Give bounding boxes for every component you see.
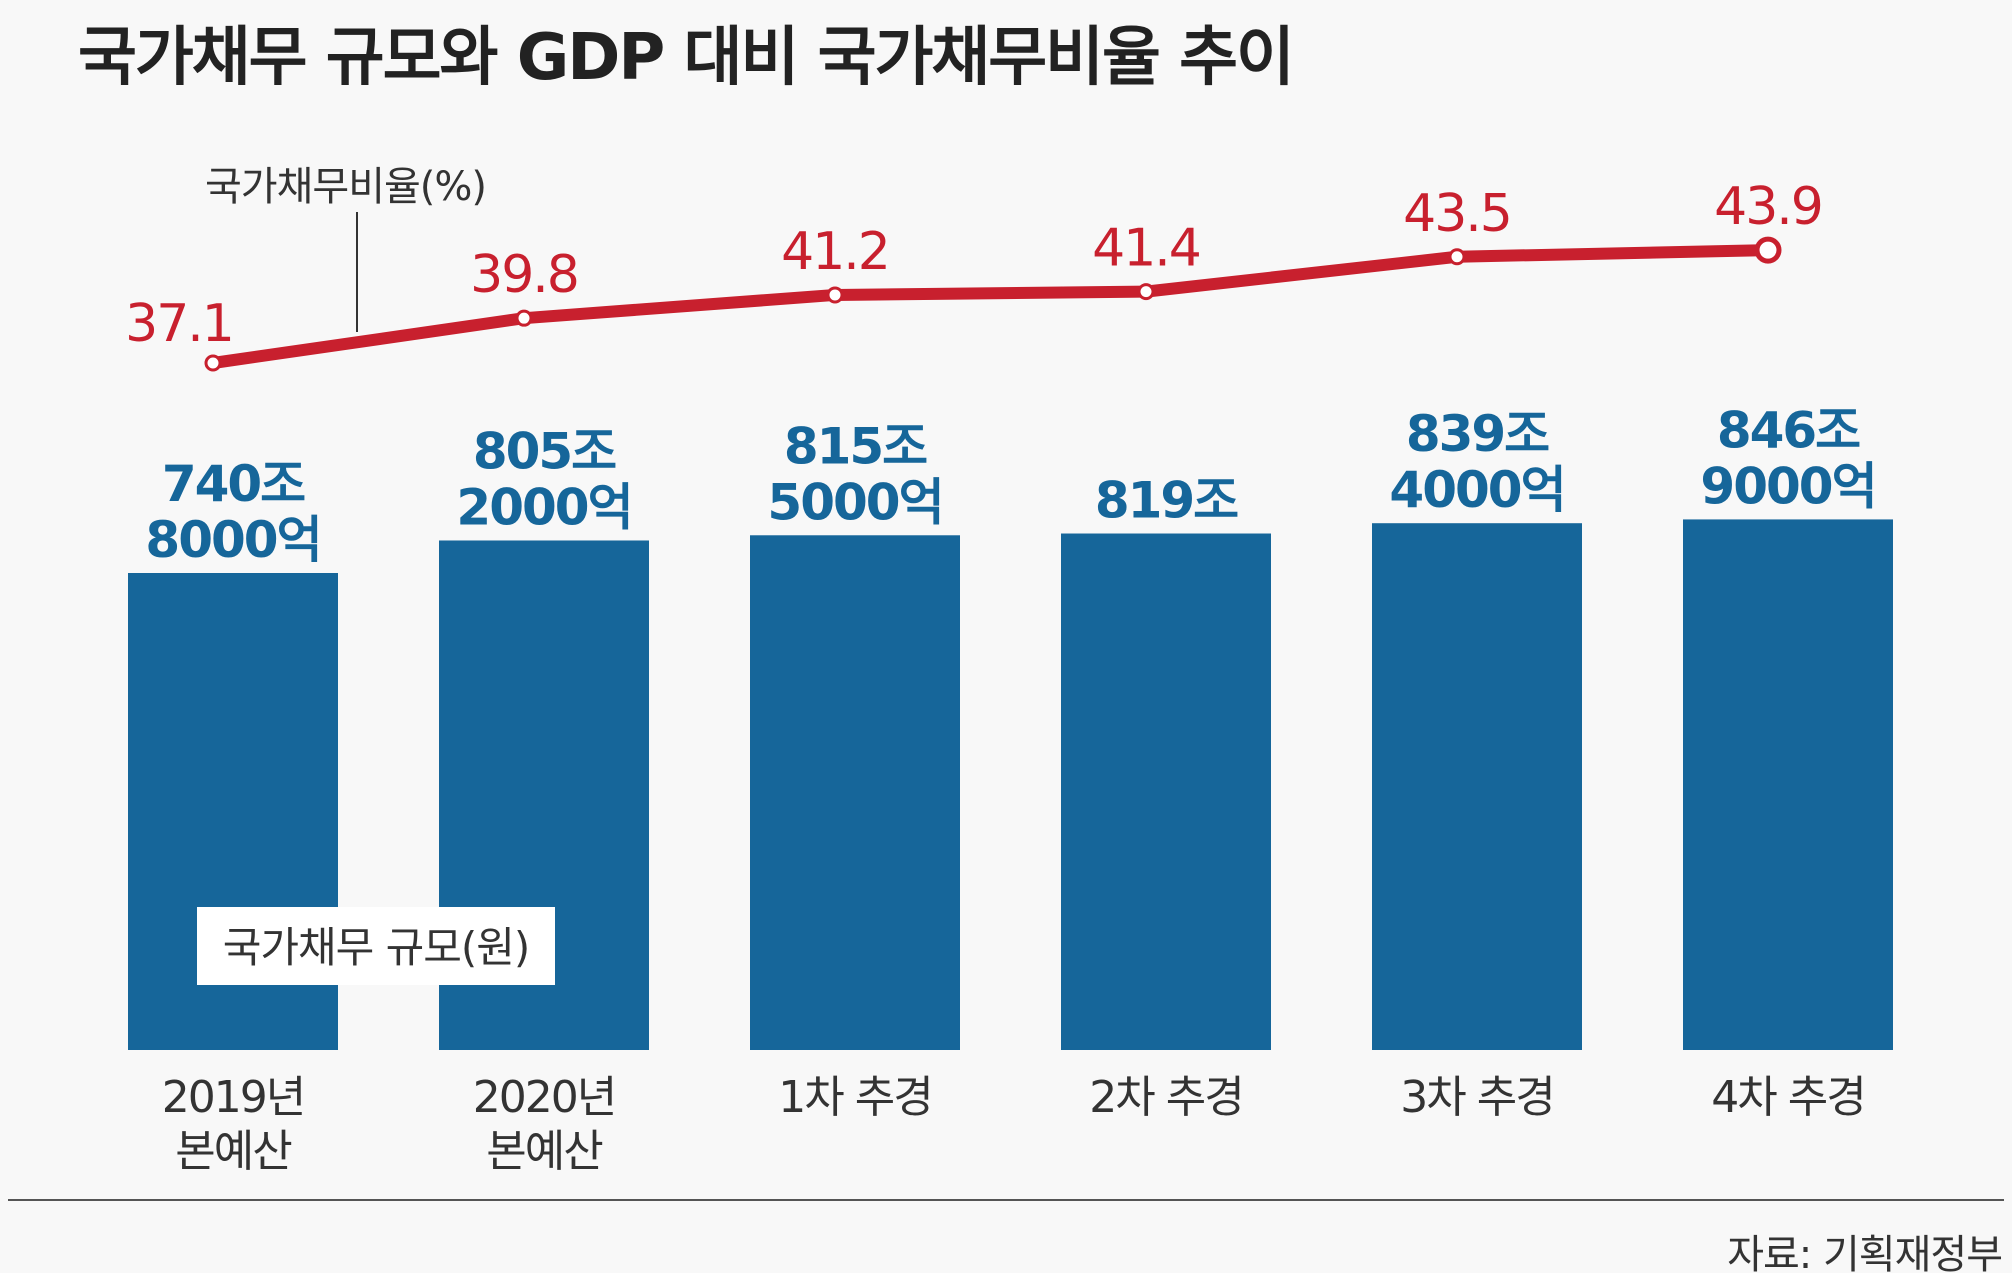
bar: [750, 535, 960, 1050]
bar-value-label: 815조: [784, 417, 927, 475]
rate-point: [204, 354, 222, 372]
bar-value-label: 9000억: [1700, 457, 1875, 515]
bar-value-label: 805조: [473, 422, 616, 480]
bar-legend: 국가채무 규모(원): [197, 907, 555, 985]
rate-value-label: 43.9: [1714, 177, 1822, 237]
bars-layer: [128, 519, 1893, 1050]
x-tick-label: 2차 추경: [1089, 1072, 1242, 1123]
line-layer: 37.1 39.8 41.2 41.4 43.5 43.9: [125, 177, 1824, 372]
x-tick-label: 2020년: [473, 1072, 615, 1123]
bar-value-label: 8000억: [145, 511, 320, 569]
x-tick-label: 본예산: [486, 1126, 602, 1177]
line-legend: 국가채무비율(%): [205, 164, 487, 332]
bar-value-label: 5000억: [767, 473, 942, 531]
x-tick-label: 3차 추경: [1400, 1072, 1553, 1123]
source-note: 자료: 기획재정부: [1727, 1232, 2003, 1278]
rate-value-label: 41.4: [1092, 219, 1200, 279]
bar-value-label: 819조: [1095, 472, 1238, 530]
x-tick-label: 4차 추경: [1711, 1072, 1864, 1123]
rate-value-label: 37.1: [125, 294, 233, 354]
rate-value-label: 39.8: [470, 245, 578, 305]
rate-point: [1137, 283, 1155, 301]
x-tick-label: 1차 추경: [778, 1072, 931, 1123]
line-legend-label: 국가채무비율(%): [205, 164, 486, 210]
rate-value-label: 43.5: [1403, 184, 1511, 244]
rate-line: [207, 244, 1774, 369]
bar: [1372, 523, 1582, 1050]
bar: [1683, 519, 1893, 1050]
bar-value-label: 740조: [162, 455, 305, 513]
x-tick-label: 본예산: [175, 1126, 291, 1177]
bar-value-label: 839조: [1406, 405, 1549, 463]
rate-value-label: 41.2: [781, 222, 889, 282]
bar-legend-label: 국가채무 규모(원): [223, 923, 530, 972]
bar-value-label: 2000억: [456, 478, 631, 536]
chart-title: 국가채무 규모와 GDP 대비 국가채무비율 추이: [78, 21, 1295, 95]
rate-point: [1448, 248, 1466, 266]
rate-point: [1754, 236, 1782, 264]
rate-point: [515, 309, 533, 327]
bar-value-label: 846조: [1717, 401, 1860, 459]
bar: [1061, 533, 1271, 1050]
bar-legend-box: [197, 907, 555, 985]
rate-point: [826, 286, 844, 304]
x-tick-label: 2019년: [162, 1072, 304, 1123]
bar-value-label: 4000억: [1389, 461, 1564, 519]
